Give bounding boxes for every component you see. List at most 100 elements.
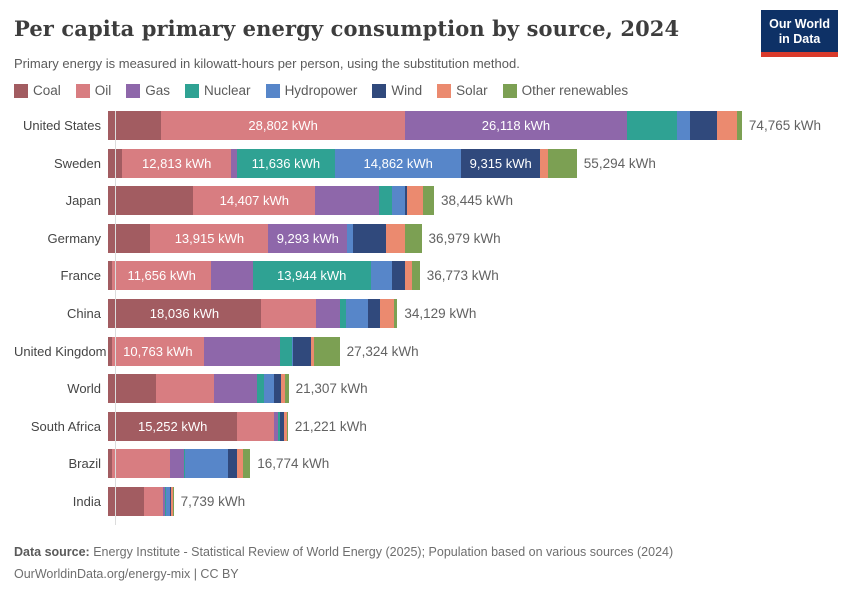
bar-segment-coal[interactable]: 18,036 kWh xyxy=(108,298,261,328)
bar-segment-nuclear[interactable]: 13,944 kWh xyxy=(252,261,371,291)
country-label[interactable]: France xyxy=(60,268,101,284)
bar-segment-coal[interactable] xyxy=(108,111,161,140)
country-label[interactable]: United Kingdom xyxy=(14,343,107,359)
bar-segment-wind[interactable] xyxy=(274,374,282,404)
bar-segment-gas[interactable] xyxy=(274,411,278,441)
bar-segment-nuclear[interactable] xyxy=(165,486,167,516)
bar-segment-nuclear[interactable] xyxy=(183,449,185,479)
bar-segment-wind[interactable]: 9,315 kWh xyxy=(461,148,541,178)
country-label[interactable]: World xyxy=(67,381,101,397)
country-label[interactable]: India xyxy=(72,493,101,509)
bar-segment-oil[interactable]: 14,407 kWh xyxy=(193,186,316,216)
bar-segment-coal[interactable]: 15,252 kWh xyxy=(108,411,238,441)
bar-segment-other-renewables[interactable] xyxy=(737,111,742,140)
bar-segment-solar[interactable] xyxy=(716,111,738,140)
bar-segment-nuclear[interactable] xyxy=(279,336,292,366)
bar-segment-coal[interactable] xyxy=(108,261,113,291)
bar-segment-gas[interactable]: 9,293 kWh xyxy=(268,223,348,253)
country-label[interactable]: Germany xyxy=(47,230,101,246)
bar-segment-oil[interactable] xyxy=(260,298,316,328)
bar-segment-gas[interactable] xyxy=(315,186,379,216)
bar-segment-solar[interactable] xyxy=(540,148,549,178)
bar-segment-wind[interactable] xyxy=(367,298,381,328)
bar-segment-coal[interactable] xyxy=(108,486,145,516)
bar-segment-coal[interactable] xyxy=(108,449,112,479)
bar-segment-hydropower[interactable] xyxy=(676,111,690,140)
bar-segment-oil[interactable]: 28,802 kWh xyxy=(161,111,406,140)
bar-segment-wind[interactable] xyxy=(227,449,238,479)
license-line[interactable]: OurWorldinData.org/energy-mix | CC BY xyxy=(14,567,239,582)
bar-segment-hydropower[interactable] xyxy=(347,223,354,253)
country-label[interactable]: Japan xyxy=(65,193,101,209)
bar-segment-hydropower[interactable] xyxy=(392,186,406,216)
bar-segment-nuclear[interactable] xyxy=(378,186,393,216)
legend-item-coal[interactable]: Coal xyxy=(14,83,61,98)
legend-item-nuclear[interactable]: Nuclear xyxy=(185,83,251,98)
bar-segment-other-renewables[interactable] xyxy=(548,148,577,178)
bar-segment-gas[interactable]: 26,118 kWh xyxy=(405,111,627,140)
legend-item-gas[interactable]: Gas xyxy=(126,83,170,98)
bar-segment-gas[interactable] xyxy=(203,336,280,366)
bar-segment-solar[interactable] xyxy=(380,298,394,328)
bar-segment-other-renewables[interactable] xyxy=(393,298,398,328)
bar-segment-wind[interactable] xyxy=(293,336,311,366)
bar-segment-hydropower[interactable]: 14,862 kWh xyxy=(335,148,462,178)
bar-segment-other-renewables[interactable] xyxy=(243,449,251,479)
country-label[interactable]: Brazil xyxy=(68,456,101,472)
bar-segment-hydropower[interactable] xyxy=(184,449,228,479)
bar-segment-gas[interactable] xyxy=(162,486,166,516)
legend-item-hydropower[interactable]: Hydropower xyxy=(265,83,357,98)
bar-segment-other-renewables[interactable] xyxy=(422,186,434,216)
bar-segment-nuclear[interactable] xyxy=(626,111,677,140)
owid-logo[interactable]: Our World in Data xyxy=(761,10,838,57)
bar-segment-wind[interactable] xyxy=(353,223,387,253)
legend-item-wind[interactable]: Wind xyxy=(372,83,422,98)
bar-segment-nuclear[interactable] xyxy=(256,374,265,404)
bar-segment-solar[interactable] xyxy=(281,374,286,404)
bar-segment-hydropower[interactable] xyxy=(370,261,393,291)
bar-segment-wind[interactable] xyxy=(689,111,717,140)
bar-segment-hydropower[interactable] xyxy=(264,374,275,404)
bar-segment-solar[interactable] xyxy=(237,449,244,479)
bar-segment-oil[interactable]: 10,763 kWh xyxy=(112,336,204,366)
bar-segment-solar[interactable] xyxy=(310,336,315,366)
bar-segment-other-renewables[interactable] xyxy=(172,486,174,516)
country-label[interactable]: Sweden xyxy=(54,155,101,171)
bar-segment-other-renewables[interactable] xyxy=(287,411,288,441)
legend-item-solar[interactable]: Solar xyxy=(437,83,488,98)
bar-segment-gas[interactable] xyxy=(211,261,253,291)
bar-segment-solar[interactable] xyxy=(405,261,413,291)
legend-item-oil[interactable]: Oil xyxy=(75,83,111,98)
bar-segment-oil[interactable] xyxy=(144,486,163,516)
bar-segment-nuclear[interactable] xyxy=(340,298,346,328)
bar-segment-other-renewables[interactable] xyxy=(285,374,289,404)
bar-segment-other-renewables[interactable] xyxy=(404,223,422,253)
country-label[interactable]: South Africa xyxy=(30,418,101,434)
bar-segment-oil[interactable] xyxy=(237,411,275,441)
bar-segment-nuclear[interactable] xyxy=(277,411,280,441)
bar-segment-other-renewables[interactable] xyxy=(314,336,340,366)
bar-segment-gas[interactable] xyxy=(213,374,257,404)
legend-item-other-renewables[interactable]: Other renewables xyxy=(502,83,628,98)
bar-segment-nuclear[interactable]: 11,636 kWh xyxy=(236,148,336,178)
bar-segment-wind[interactable] xyxy=(169,486,172,516)
bar-segment-solar[interactable] xyxy=(386,223,405,253)
bar-segment-oil[interactable] xyxy=(111,449,170,479)
country-label[interactable]: United States xyxy=(22,118,101,133)
bar-segment-gas[interactable] xyxy=(169,449,184,479)
country-label[interactable]: China xyxy=(67,305,101,321)
bar-segment-oil[interactable]: 11,656 kWh xyxy=(112,261,212,291)
bar-segment-solar[interactable] xyxy=(283,411,288,441)
bar-segment-hydropower[interactable] xyxy=(291,336,294,366)
bar-segment-coal[interactable] xyxy=(108,336,113,366)
bar-segment-oil[interactable]: 12,813 kWh xyxy=(122,148,232,178)
bar-segment-wind[interactable] xyxy=(280,411,284,441)
bar-segment-coal[interactable] xyxy=(108,186,194,216)
bar-segment-hydropower[interactable] xyxy=(166,486,170,516)
bar-segment-gas[interactable] xyxy=(315,298,341,328)
bar-segment-oil[interactable]: 13,915 kWh xyxy=(150,223,269,253)
bar-segment-wind[interactable] xyxy=(405,186,408,216)
bar-segment-hydropower[interactable] xyxy=(279,411,281,441)
bar-segment-solar[interactable] xyxy=(407,186,423,216)
bar-segment-gas[interactable] xyxy=(231,148,237,178)
